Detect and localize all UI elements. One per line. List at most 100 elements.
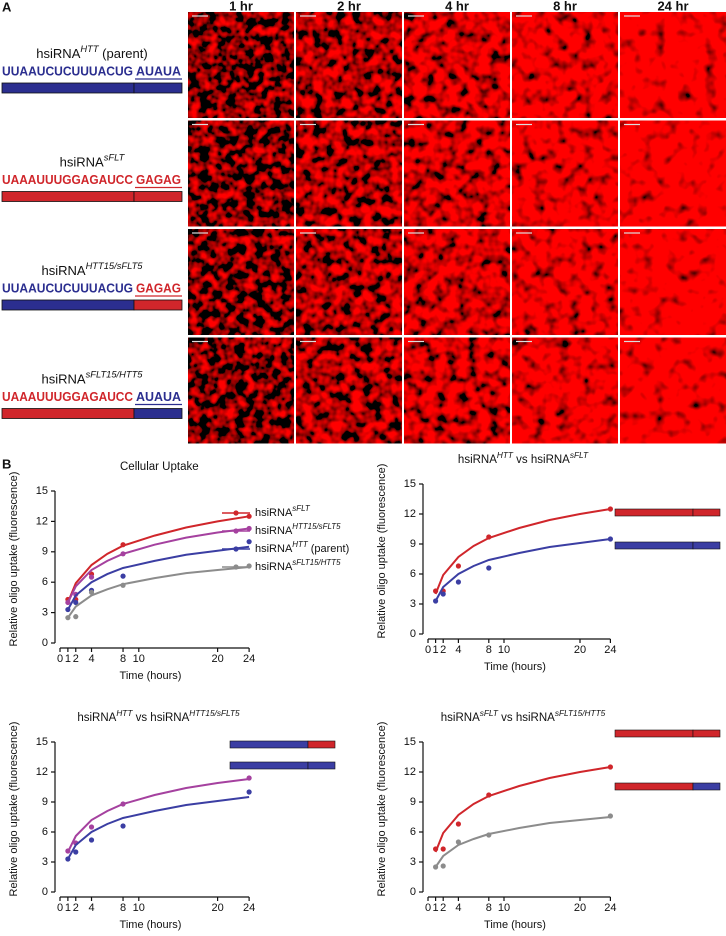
text-run: (parent) bbox=[99, 46, 148, 61]
text-run: HTT bbox=[116, 709, 133, 718]
x-tick-label: 0 bbox=[425, 902, 431, 914]
microscopy-image bbox=[188, 12, 294, 118]
sequence-part: UAAAUUUGGAGAUCC bbox=[2, 173, 133, 187]
x-tick-label: 20 bbox=[574, 644, 586, 656]
microscopy-image bbox=[296, 12, 402, 118]
legend-label: hsiRNAHTT (parent) bbox=[255, 540, 349, 555]
text-run: sFLT15/HTT5 bbox=[555, 709, 606, 718]
duplex-segment bbox=[307, 740, 336, 749]
data-point bbox=[120, 582, 126, 588]
text-run: sFLT15/HTT5 bbox=[292, 558, 341, 567]
duplex-segment bbox=[1, 191, 135, 202]
text-run: HTT15/sFLT5 bbox=[292, 522, 341, 531]
data-point bbox=[65, 606, 71, 613]
microscopy-image bbox=[620, 337, 726, 444]
x-tick-label: 8 bbox=[120, 902, 126, 914]
y-tick-label: 6 bbox=[42, 826, 48, 838]
construct-name: hsiRNAsFLT bbox=[60, 153, 126, 170]
legend-label: hsiRNAsFLT bbox=[255, 504, 311, 519]
chart-title: hsiRNAHTT vs hsiRNAHTT15/sFLT5 bbox=[77, 709, 240, 724]
data-point bbox=[607, 536, 614, 542]
fit-curve bbox=[434, 816, 611, 868]
text-run: Cellular Uptake bbox=[120, 461, 199, 473]
data-point bbox=[440, 846, 446, 852]
x-tick-label: 8 bbox=[486, 644, 492, 656]
data-point bbox=[433, 598, 439, 604]
x-tick-label: 1 bbox=[433, 902, 439, 914]
microscopy-image bbox=[620, 120, 726, 227]
x-tick-label: 1 bbox=[65, 653, 71, 665]
data-point bbox=[486, 534, 492, 540]
text-run: hsiRNA bbox=[60, 155, 104, 170]
x-tick-label: 20 bbox=[574, 902, 586, 914]
panel-label: B bbox=[2, 456, 11, 471]
text-run: HTT bbox=[497, 451, 514, 460]
fit-curve bbox=[67, 527, 250, 603]
data-point bbox=[88, 824, 95, 830]
legend-label: hsiRNAHTT15/sFLT5 bbox=[255, 522, 341, 537]
x-tick-label: 24 bbox=[604, 644, 616, 656]
data-point bbox=[120, 573, 126, 579]
microscopy-image bbox=[188, 120, 294, 227]
duplex-segment bbox=[692, 782, 721, 791]
duplex-segment bbox=[614, 541, 694, 550]
microscopy-image bbox=[296, 229, 402, 335]
data-point bbox=[246, 775, 252, 781]
microscopy-image bbox=[188, 229, 294, 335]
y-tick-label: 3 bbox=[410, 856, 416, 868]
x-tick-label: 20 bbox=[211, 653, 223, 665]
duplex-segment bbox=[1, 408, 135, 419]
construct-name: hsiRNAsFLT15/HTT5 bbox=[41, 370, 143, 387]
sequence-part: AUAUA bbox=[136, 64, 181, 78]
data-point bbox=[607, 813, 614, 819]
fit-curve bbox=[67, 545, 250, 611]
data-point bbox=[246, 513, 252, 519]
text-run: hsiRNA bbox=[255, 543, 293, 555]
legend-swatch bbox=[233, 546, 239, 552]
text-run: HTT15/sFLT5 bbox=[189, 709, 240, 718]
y-axis-label: Relative oligo uptake (fluorescence) bbox=[8, 722, 20, 897]
x-tick-label: 20 bbox=[211, 902, 223, 914]
y-tick-label: 15 bbox=[404, 736, 416, 748]
duplex-segment bbox=[692, 508, 721, 517]
x-tick-label: 2 bbox=[440, 644, 446, 656]
y-axis-label: Relative oligo uptake (fluorescence) bbox=[8, 472, 20, 647]
data-point bbox=[120, 823, 126, 829]
column-header: 2 hr bbox=[337, 0, 361, 13]
y-tick-label: 12 bbox=[404, 508, 416, 520]
y-tick-label: 15 bbox=[36, 736, 48, 748]
microscopy-image bbox=[512, 229, 618, 335]
x-axis-label: Time (hours) bbox=[120, 670, 182, 682]
y-tick-label: 9 bbox=[42, 796, 48, 808]
y-tick-label: 3 bbox=[42, 856, 48, 868]
y-tick-label: 9 bbox=[410, 538, 416, 550]
x-tick-label: 10 bbox=[133, 902, 145, 914]
text-run: hsiRNA bbox=[441, 712, 480, 724]
x-tick-label: 10 bbox=[133, 653, 145, 665]
microscopy-image bbox=[404, 229, 510, 335]
text-run: hsiRNA bbox=[458, 454, 497, 466]
duplex-segment bbox=[307, 761, 336, 770]
data-point bbox=[246, 789, 252, 795]
text-run: hsiRNA bbox=[41, 372, 85, 387]
sequence-part: GAGAG bbox=[136, 173, 181, 187]
text-run: HTT bbox=[80, 44, 99, 54]
data-point bbox=[73, 849, 79, 855]
microscopy-image bbox=[620, 12, 726, 118]
chart-title: Cellular Uptake bbox=[120, 461, 199, 473]
y-tick-label: 12 bbox=[36, 766, 48, 778]
y-axis-label: Relative oligo uptake (fluorescence) bbox=[376, 722, 388, 897]
duplex-segment bbox=[614, 782, 694, 791]
sequence-part: GAGAG bbox=[136, 281, 181, 295]
x-tick-label: 24 bbox=[604, 902, 616, 914]
x-axis-label: Time (hours) bbox=[120, 919, 182, 931]
duplex-segment bbox=[133, 299, 183, 311]
duplex-segment bbox=[692, 729, 721, 738]
fit-curve bbox=[434, 766, 611, 853]
duplex-segment bbox=[614, 508, 694, 517]
text-run: sFLT15/HTT5 bbox=[86, 370, 144, 380]
data-point bbox=[486, 832, 492, 838]
x-tick-label: 10 bbox=[498, 902, 510, 914]
sequence-part: UUAAUCUCUUUACUG bbox=[2, 281, 133, 295]
